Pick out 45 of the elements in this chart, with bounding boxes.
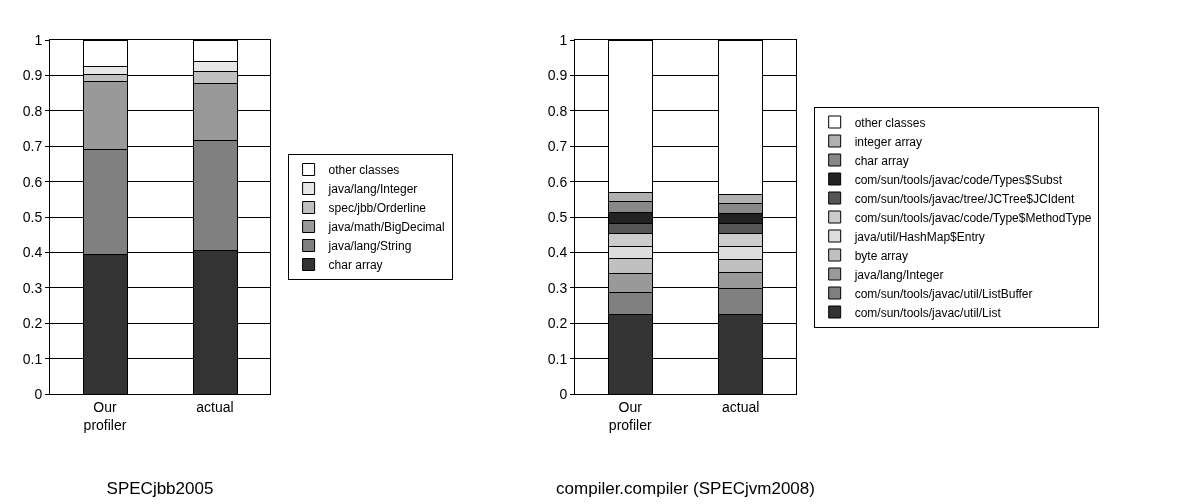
text: compiler.compiler (SPECjvm2008) [556, 478, 815, 498]
y-tick-label: 0.1 [22, 350, 43, 367]
legend-label: byte array [854, 248, 909, 263]
y-tick-label: 0.2 [547, 315, 568, 332]
y-tick-label: 0.3 [22, 279, 43, 296]
y-tick-label: 0.9 [22, 67, 43, 84]
x-tick-label: actual [722, 398, 760, 415]
y-tick-label: 0 [559, 385, 568, 402]
legend-label: other classes [854, 115, 926, 130]
legend-label: com/sun/tools/javac/util/ListBuffer [854, 286, 1033, 301]
legend-label: java/math/BigDecimal [327, 220, 445, 235]
legend-label: java/lang/Integer [853, 267, 944, 282]
legend-label: com/sun/tools/javac/code/Type$MethodType [854, 210, 1092, 225]
legend-label: char array [328, 258, 383, 273]
y-tick-label: 0.8 [547, 102, 568, 119]
y-tick-label: 0.4 [22, 244, 43, 261]
y-tick-label: 0.1 [547, 350, 568, 367]
y-tick-label: 0.4 [547, 244, 568, 261]
y-tick-label: 1 [559, 31, 568, 48]
legend-label: spec/jbb/Orderline [328, 201, 427, 216]
y-tick-label: 0.6 [22, 173, 43, 190]
legend-label: char array [854, 153, 909, 168]
y-tick-label: 0.7 [547, 138, 568, 155]
y-tick-label: 0 [34, 385, 43, 402]
y-tick-label: 0.7 [22, 138, 43, 155]
legend-label: java/util/HashMap$Entry [853, 229, 985, 244]
legend-label: java/lang/Integer [327, 182, 418, 197]
y-tick-label: 0.8 [22, 102, 43, 119]
legend-label: other classes [328, 163, 400, 178]
legend-label: com/sun/tools/javac/util/List [854, 305, 1002, 320]
legend-label: integer array [854, 134, 923, 149]
x-tick-label: actual [196, 398, 234, 415]
y-tick-label: 0.6 [547, 173, 568, 190]
y-tick-label: 0.5 [547, 208, 568, 225]
legend-label: java/lang/String [327, 239, 412, 254]
text: SPECjbb2005 [106, 478, 214, 498]
y-tick-label: 1 [34, 31, 43, 48]
legend-label: com/sun/tools/javac/tree/JCTree$JCIdent [854, 191, 1075, 206]
legend-label: com/sun/tools/javac/code/Types$Subst [854, 172, 1063, 187]
y-tick-label: 0.3 [547, 279, 568, 296]
x-tick-label: Our profiler [608, 398, 652, 433]
x-tick-label: Our profiler [83, 398, 127, 433]
y-tick-label: 0.2 [22, 315, 43, 332]
y-tick-label: 0.5 [22, 208, 43, 225]
y-tick-label: 0.9 [547, 67, 568, 84]
